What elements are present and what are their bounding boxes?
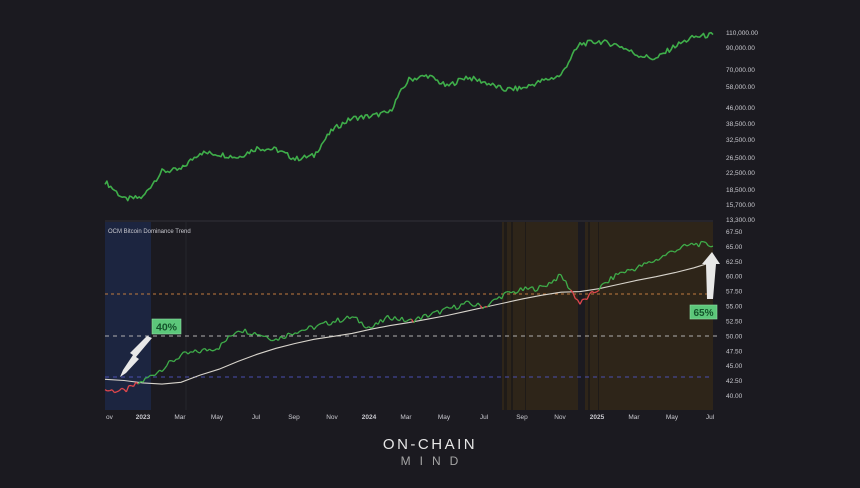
x-tick-label: 2023 <box>136 414 151 421</box>
dominance-tick-label: 60.00 <box>726 274 743 281</box>
x-tick-label: May <box>211 414 224 421</box>
x-tick-label: Sep <box>288 414 300 421</box>
x-tick-label: Mar <box>400 414 412 421</box>
brand-logo-line1: ON-CHAIN <box>0 436 860 453</box>
dominance-y-axis[interactable]: 67.50 65.00 62.50 60.00 57.50 55.00 52.50 50.00… <box>726 229 743 400</box>
dominance-tick-label: 42.50 <box>726 378 743 385</box>
label-65: 65% <box>690 305 717 319</box>
x-tick-label: May <box>666 414 679 421</box>
price-tick-label: 110,000.00 <box>726 30 758 37</box>
price-tick-label: 70,000.00 <box>726 67 755 74</box>
x-tick-label: May <box>438 414 451 421</box>
x-tick-label: ov <box>106 414 114 421</box>
price-y-axis[interactable]: 110,000.00 90,000.00 70,000.00 58,000.00 46,… <box>726 30 758 224</box>
x-tick-label: Jul <box>252 414 261 421</box>
dominance-tick-label: 65.00 <box>726 244 743 251</box>
x-tick-label: 2025 <box>590 414 605 421</box>
x-tick-label: 2024 <box>362 414 377 421</box>
dominance-tick-label: 57.50 <box>726 289 743 296</box>
x-tick-label: Nov <box>554 414 566 421</box>
price-tick-label: 38,500.00 <box>726 121 755 128</box>
price-tick-label: 18,500.00 <box>726 187 755 194</box>
x-tick-label: Sep <box>516 414 528 421</box>
shaded-region-blue <box>105 222 151 410</box>
shaded-regions <box>105 222 713 410</box>
dominance-tick-label: 40.00 <box>726 393 743 400</box>
dominance-tick-label: 62.50 <box>726 259 743 266</box>
price-tick-label: 26,500.00 <box>726 155 755 162</box>
price-tick-label: 90,000.00 <box>726 45 755 52</box>
price-tick-label: 32,500.00 <box>726 137 755 144</box>
svg-text:65%: 65% <box>693 308 713 319</box>
svg-text:40%: 40% <box>156 322 178 334</box>
price-tick-label: 46,000.00 <box>726 105 755 112</box>
dominance-tick-label: 47.50 <box>726 348 743 355</box>
dominance-tick-label: 55.00 <box>726 304 743 311</box>
price-tick-label: 13,300.00 <box>726 217 755 224</box>
brand-logo-line2: MIND <box>0 454 860 468</box>
price-line[interactable] <box>105 33 713 201</box>
time-x-axis[interactable]: ov 2023 Mar May Jul Sep Nov 2024 Mar May Jul Sep Nov… <box>106 414 715 421</box>
indicator-title: OCM Bitcoin Dominance Trend <box>108 229 191 235</box>
x-tick-label: Mar <box>628 414 640 421</box>
shaded-region-orange-1 <box>502 222 578 410</box>
x-tick-label: Jul <box>706 414 715 421</box>
label-40: 40% <box>152 319 181 334</box>
dominance-tick-label: 67.50 <box>726 229 743 236</box>
dominance-tick-label: 50.00 <box>726 333 743 340</box>
price-tick-label: 58,000.00 <box>726 84 755 91</box>
dominance-tick-label: 45.00 <box>726 363 743 370</box>
x-tick-label: Mar <box>174 414 186 421</box>
price-tick-label: 15,700.00 <box>726 202 755 209</box>
x-tick-label: Jul <box>480 414 489 421</box>
price-tick-label: 22,500.00 <box>726 170 755 177</box>
dominance-tick-label: 52.50 <box>726 318 743 325</box>
x-tick-label: Nov <box>326 414 338 421</box>
